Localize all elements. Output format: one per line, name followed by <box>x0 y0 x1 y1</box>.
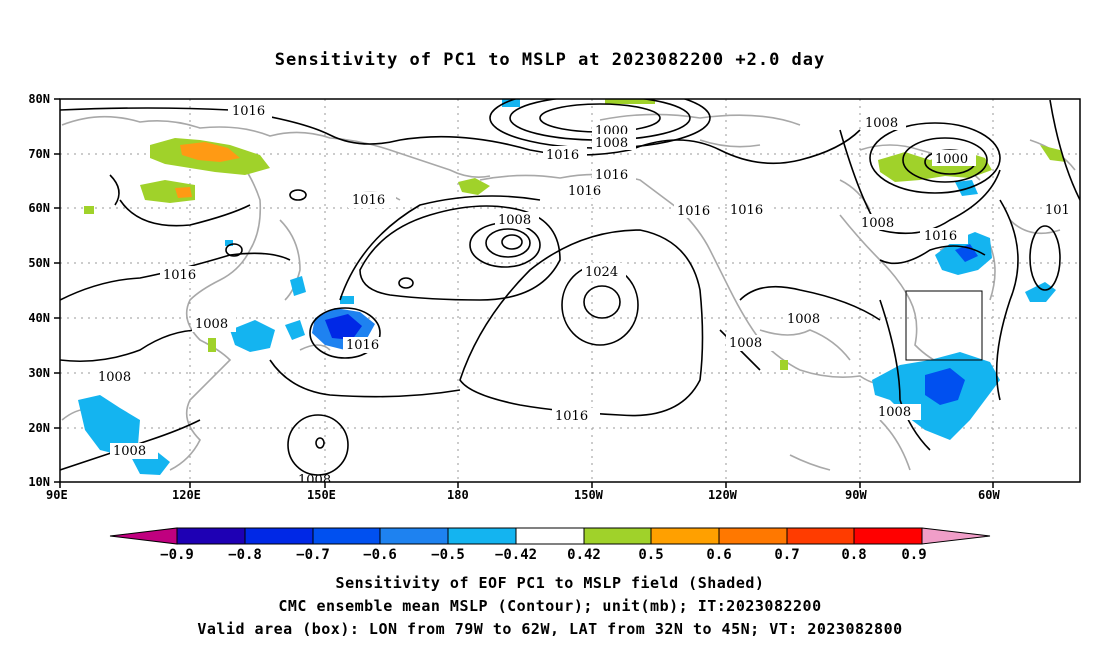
colorbar-segment <box>244 527 314 545</box>
green-patch-arctic <box>605 99 655 104</box>
contour-label: 1024 <box>585 265 618 280</box>
contour-label: 1008 <box>729 336 762 351</box>
blue-patch-kamchatka <box>290 276 306 296</box>
contour-label: 1008 <box>861 216 894 231</box>
colorbar-segment <box>176 527 246 545</box>
colorbar-tick-label: −0.5 <box>431 547 465 563</box>
contour-label: 1016 <box>352 193 385 208</box>
valid-area-box <box>905 290 983 361</box>
green-patch-bering <box>458 178 490 195</box>
mslp-contours <box>60 99 1080 476</box>
blue-patch-small-2 <box>225 240 233 246</box>
colorbar-tick-label: −0.9 <box>160 547 194 563</box>
blue-patch-scs <box>78 395 140 455</box>
orange-patch-siberia-2 <box>175 187 192 198</box>
contour-label: 1016 <box>555 409 588 424</box>
orange-patch-siberia <box>180 142 240 162</box>
colorbar-segment <box>312 527 381 545</box>
caption-line-3: Valid area (box): LON from 79W to 62W, L… <box>197 620 903 638</box>
green-patch-japan-sw <box>208 338 216 352</box>
colorbar-tick-label: −0.8 <box>228 547 262 563</box>
contour-label: 101 <box>1045 203 1070 218</box>
colorbar-segment <box>583 527 652 545</box>
colorbar-tick-label: −0.6 <box>363 547 397 563</box>
contour-label: 1016 <box>232 104 265 119</box>
contour-label: 1008 <box>195 317 228 332</box>
colorbar-tick-label: 0.8 <box>841 547 866 563</box>
caption-line-2: CMC ensemble mean MSLP (Contour); unit(m… <box>278 597 822 615</box>
contour-label: 1016 <box>568 184 601 199</box>
colorbar-tick-label: −0.7 <box>296 547 330 563</box>
contour-label: 1008 <box>787 312 820 327</box>
green-patch-greenland <box>1040 145 1066 162</box>
blue-patch-japan <box>230 320 275 352</box>
colorbar <box>109 527 991 545</box>
contour-label: 1008 <box>865 116 898 131</box>
colorbar-segment <box>515 527 585 545</box>
colorbar-arrow-right <box>921 527 991 545</box>
colorbar-segment <box>447 527 517 545</box>
lon-label: 120W <box>708 488 738 502</box>
colorbar-labels: −0.9 −0.8 −0.7 −0.6 −0.5 −0.42 0.42 0.5 … <box>160 547 927 563</box>
axis-ticks <box>54 98 994 488</box>
contour-label: 1008 <box>98 370 131 385</box>
contour-label: 1016 <box>163 268 196 283</box>
contour-label: 1000 <box>935 152 968 167</box>
lat-label: 20N <box>28 421 50 435</box>
green-patch-small-1 <box>84 206 94 214</box>
colorbar-segment <box>718 527 788 545</box>
colorbar-tick-label: −0.42 <box>495 547 537 563</box>
chart-title: Sensitivity of PC1 to MSLP at 2023082200… <box>274 50 826 70</box>
map-frame <box>59 98 1081 483</box>
lat-label: 10N <box>28 475 50 489</box>
colorbar-segment <box>786 527 855 545</box>
lat-label: 40N <box>28 311 50 325</box>
blue-patch-atlantic <box>1025 282 1056 302</box>
contour-label: 1016 <box>730 203 763 218</box>
blue-patch-korea <box>285 320 305 340</box>
lon-label: 150W <box>574 488 604 502</box>
contour-labels: 1016 1000 1008 1016 1016 1008 1000 1016 … <box>95 102 1080 488</box>
lat-label: 30N <box>28 366 50 380</box>
contour-label: 1016 <box>546 148 579 163</box>
caption-line-1: Sensitivity of EOF PC1 to MSLP field (Sh… <box>335 574 765 592</box>
blue-patch-nw-pacific <box>340 296 354 304</box>
colorbar-tick-label: 0.42 <box>567 547 601 563</box>
lon-label: 120E <box>172 488 201 502</box>
lon-label: 180 <box>447 488 469 502</box>
contour-label: 1016 <box>346 338 379 353</box>
contour-label: 1008 <box>878 405 911 420</box>
lon-label: 150E <box>307 488 336 502</box>
colorbar-tick-label: 0.6 <box>706 547 731 563</box>
longitude-labels: 90E 120E 150E 180 150W 120W 90W 60W <box>46 488 1000 502</box>
lat-label: 70N <box>28 147 50 161</box>
latitude-labels: 80N 70N 60N 50N 40N 30N 20N 10N <box>28 92 50 489</box>
contour-label: 1008 <box>113 444 146 459</box>
colorbar-arrow-left <box>109 527 178 545</box>
deep-blue-gulf <box>925 368 965 405</box>
colorbar-tick-label: 0.7 <box>774 547 799 563</box>
contour-label: 1008 <box>595 136 628 151</box>
deep-blue-japan-east <box>325 314 362 340</box>
colorbar-segment <box>379 527 449 545</box>
colorbar-segment <box>853 527 923 545</box>
lon-label: 60W <box>978 488 1000 502</box>
lon-label: 90E <box>46 488 68 502</box>
colorbar-tick-label: 0.5 <box>638 547 663 563</box>
lat-label: 80N <box>28 92 50 106</box>
contour-label: 1016 <box>677 204 710 219</box>
lat-label: 50N <box>28 256 50 270</box>
contour-label: 1008 <box>498 213 531 228</box>
lat-label: 60N <box>28 201 50 215</box>
contour-label: 1016 <box>595 168 628 183</box>
svg-text:1008: 1008 <box>298 473 331 488</box>
green-patch-mexico <box>780 360 788 370</box>
colorbar-tick-label: 0.9 <box>901 547 926 563</box>
lon-label: 90W <box>845 488 867 502</box>
blue-patch-arctic <box>502 99 520 107</box>
contour-label: 1016 <box>924 229 957 244</box>
sensitivity-shading <box>78 99 1066 475</box>
colorbar-segment <box>650 527 720 545</box>
